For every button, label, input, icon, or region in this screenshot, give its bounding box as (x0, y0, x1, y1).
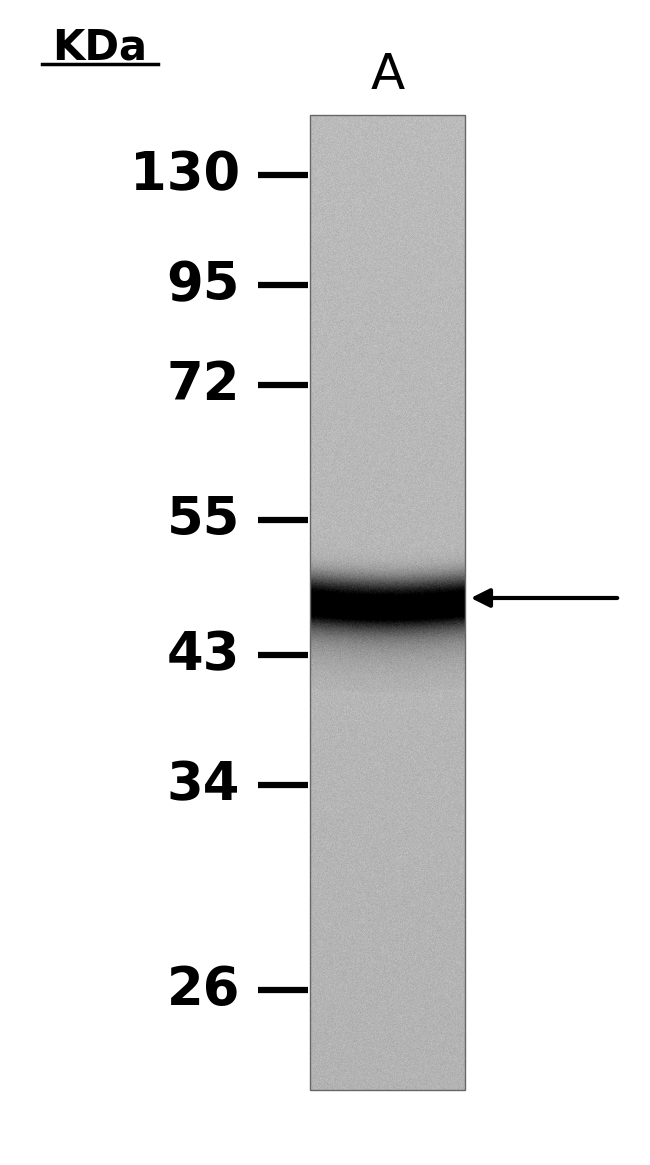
Text: A: A (371, 51, 405, 99)
Bar (310, 115, 465, 1090)
Text: 34: 34 (166, 760, 240, 811)
Text: 43: 43 (166, 629, 240, 682)
Text: 55: 55 (167, 494, 240, 546)
Text: 72: 72 (166, 359, 240, 411)
Text: KDa: KDa (53, 27, 148, 69)
Text: 26: 26 (166, 963, 240, 1016)
Text: 95: 95 (166, 259, 240, 311)
Text: 130: 130 (130, 149, 240, 202)
